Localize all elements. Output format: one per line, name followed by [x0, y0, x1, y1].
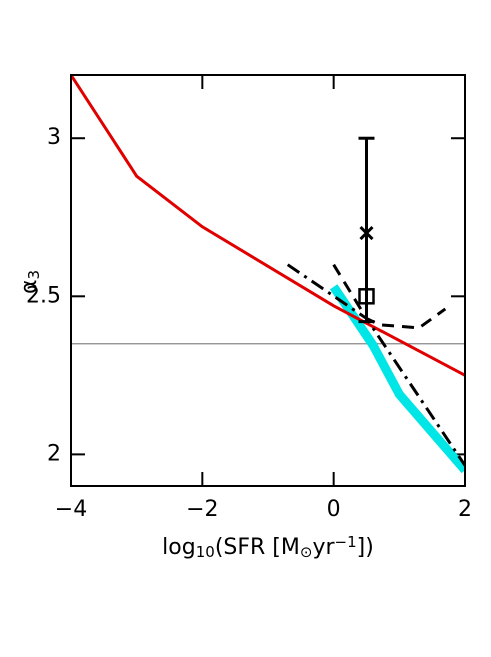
x-label-part: (SFR [M [215, 535, 300, 560]
x-label-part: log [162, 535, 196, 560]
y-tick-label: 2 [47, 441, 61, 466]
y-tick-label: 3 [47, 125, 61, 150]
x-tick-label: −4 [55, 497, 87, 522]
x-tick-label: −2 [186, 497, 218, 522]
series-line [71, 75, 465, 377]
cross-marker [359, 226, 374, 241]
x-axis-label: log10(SFR [M⊙yr−1]) [162, 533, 374, 562]
y-tick-label: 2.5 [26, 283, 61, 308]
x-label-part: yr [312, 535, 335, 560]
x-label-part: −1 [335, 533, 357, 551]
y-axis-label: α3 [17, 270, 43, 294]
x-label-part: ]) [357, 535, 374, 560]
y-label-part: α [17, 280, 42, 295]
series-line [332, 263, 447, 330]
x-label-part: ⊙ [300, 543, 313, 561]
x-label-part: 10 [196, 543, 215, 561]
y-label-part: 3 [25, 270, 43, 280]
x-tick-label: 0 [327, 497, 341, 522]
x-tick-label: 2 [458, 497, 472, 522]
plot-frame [70, 74, 466, 487]
series-line [329, 284, 465, 474]
square-marker [358, 288, 375, 305]
